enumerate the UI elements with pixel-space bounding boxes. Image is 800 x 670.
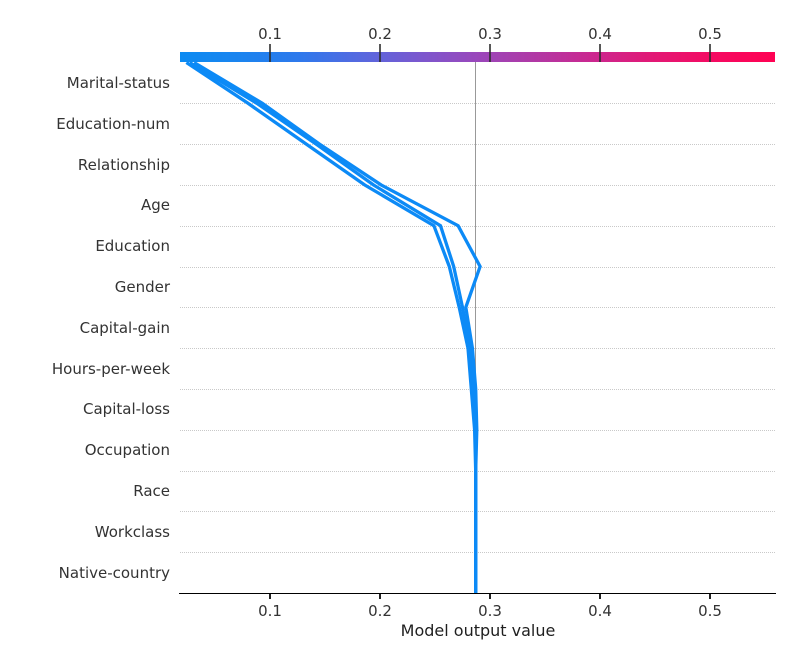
top-axis-tick-label: 0.4 bbox=[588, 25, 612, 43]
y-axis-label: Marital-status bbox=[66, 73, 170, 92]
y-axis-label: Capital-loss bbox=[83, 400, 170, 419]
decision-path bbox=[193, 61, 482, 593]
y-axis-label: Workclass bbox=[94, 522, 170, 541]
y-axis-label: Capital-gain bbox=[79, 318, 170, 337]
gridline bbox=[180, 103, 775, 105]
gridline bbox=[180, 511, 775, 513]
gridline bbox=[180, 307, 775, 309]
tick-mark bbox=[379, 593, 381, 599]
y-axis-label: Occupation bbox=[84, 441, 170, 460]
y-axis-label: Race bbox=[133, 481, 170, 500]
gridline bbox=[180, 266, 775, 268]
tick-mark bbox=[709, 593, 711, 599]
x-axis-title: Model output value bbox=[400, 621, 556, 640]
decision-path bbox=[188, 61, 478, 593]
bottom-axis-tick-label: 0.4 bbox=[588, 602, 612, 620]
tick-mark bbox=[269, 593, 271, 599]
y-axis-label: Hours-per-week bbox=[51, 359, 170, 378]
tick-mark bbox=[709, 44, 711, 62]
y-axis-label: Age bbox=[140, 196, 170, 215]
y-axis-label: Native-country bbox=[58, 563, 170, 582]
tick-mark bbox=[269, 44, 271, 62]
tick-mark bbox=[379, 44, 381, 62]
top-axis-tick-label: 0.5 bbox=[698, 25, 722, 43]
gridline bbox=[180, 552, 775, 554]
gridline bbox=[180, 348, 775, 350]
gridline bbox=[180, 470, 775, 472]
y-axis-label: Education bbox=[95, 237, 170, 256]
top-axis-tick-label: 0.2 bbox=[368, 25, 392, 43]
y-axis-label: Education-num bbox=[56, 114, 170, 133]
bottom-axis-tick-label: 0.1 bbox=[258, 602, 282, 620]
base-value-line bbox=[474, 62, 477, 593]
decision-path bbox=[185, 61, 478, 593]
gridline bbox=[180, 184, 775, 186]
y-axis-label: Gender bbox=[114, 277, 170, 296]
tick-mark bbox=[599, 593, 601, 599]
gridline bbox=[180, 144, 775, 146]
gridline bbox=[180, 388, 775, 390]
tick-mark bbox=[489, 44, 491, 62]
bottom-axis-line bbox=[179, 593, 776, 595]
tick-mark bbox=[489, 593, 491, 599]
gridline bbox=[180, 225, 775, 227]
y-axis-label: Relationship bbox=[77, 155, 170, 174]
top-axis-tick-label: 0.3 bbox=[478, 25, 502, 43]
colorbar-gradient bbox=[180, 52, 775, 62]
top-axis-tick-label: 0.1 bbox=[258, 25, 282, 43]
bottom-axis-tick-label: 0.3 bbox=[478, 602, 502, 620]
tick-mark bbox=[599, 44, 601, 62]
bottom-axis-tick-label: 0.5 bbox=[698, 602, 722, 620]
bottom-axis-tick-label: 0.2 bbox=[368, 602, 392, 620]
